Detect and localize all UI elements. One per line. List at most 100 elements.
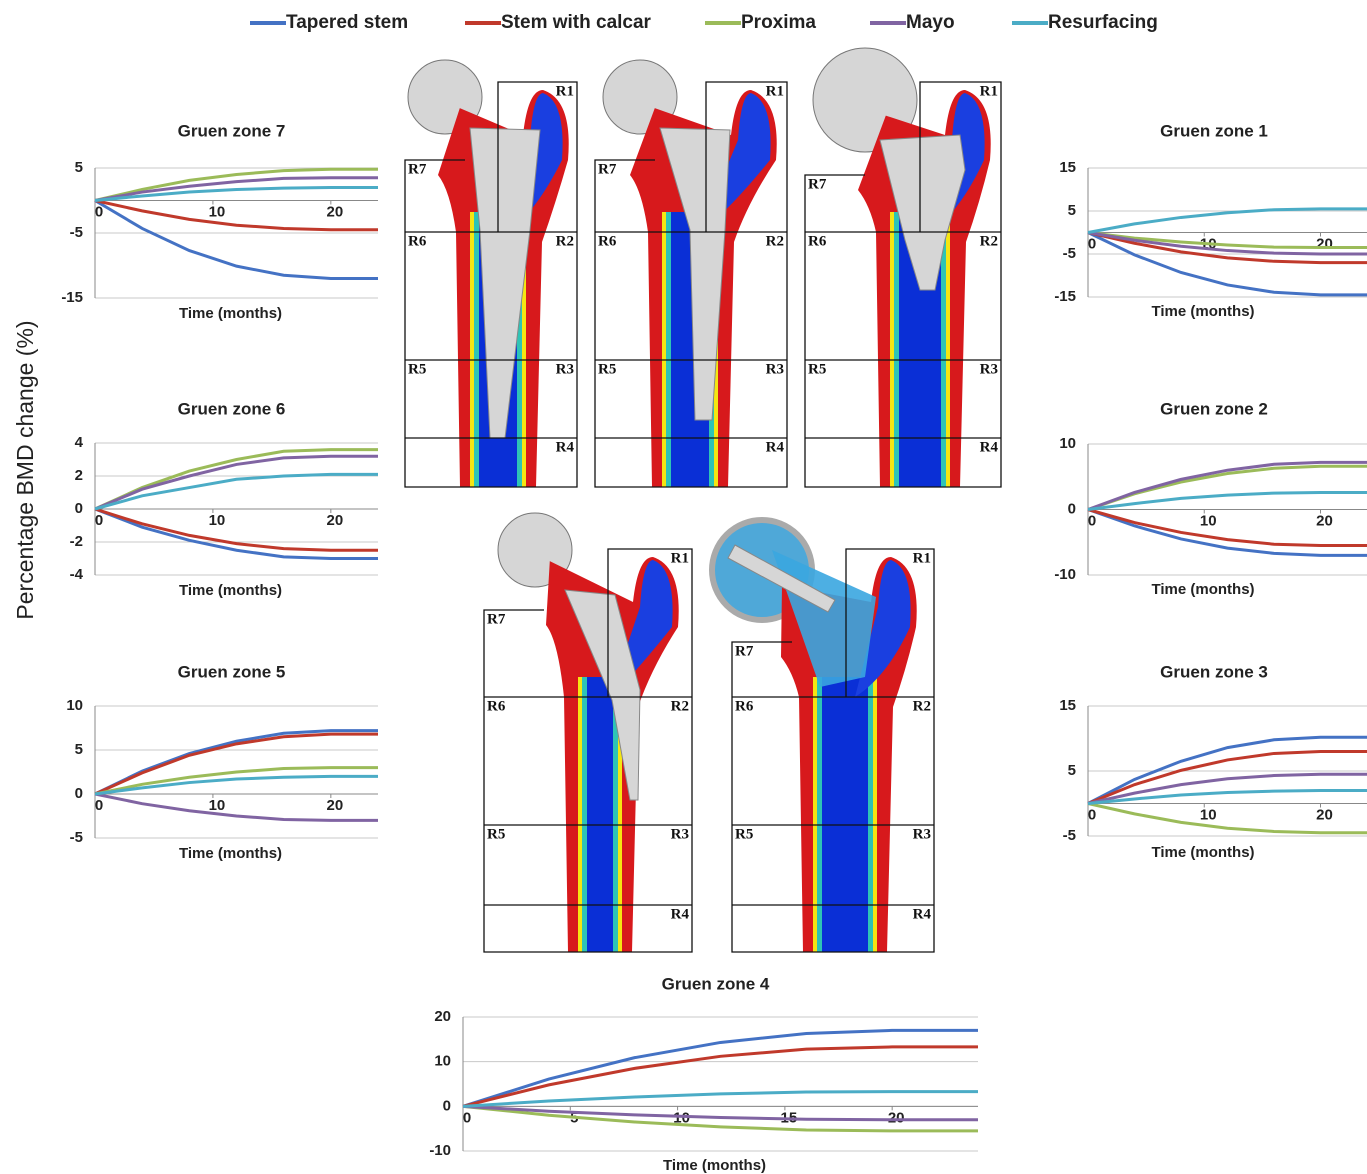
x-tick-label: 20 — [1316, 235, 1333, 252]
y-tick-label: -15 — [1054, 288, 1076, 305]
region-label: R2 — [766, 233, 784, 249]
femur-model: R1R2R3R4R5R6R7 — [484, 513, 692, 952]
chart-title: Gruen zone 5 — [178, 662, 286, 681]
y-axis-label: Percentage BMD change (%) — [12, 320, 38, 619]
y-tick-label: 15 — [1059, 159, 1076, 176]
region-label: R5 — [408, 361, 426, 377]
region-label: R1 — [556, 83, 574, 99]
y-tick-label: 10 — [66, 697, 83, 714]
chart-title: Gruen zone 7 — [178, 121, 286, 140]
x-tick-label: 0 — [1088, 512, 1096, 529]
x-axis-label: Time (months) — [1151, 303, 1254, 320]
series-line — [95, 456, 378, 509]
region-label: R7 — [487, 611, 506, 627]
y-tick-label: -5 — [1063, 245, 1076, 262]
x-tick-label: 0 — [95, 797, 103, 814]
region-label: R7 — [598, 161, 617, 177]
legend-label: Proxima — [741, 12, 816, 33]
series-line — [95, 768, 378, 794]
x-tick-label: 20 — [1316, 512, 1333, 529]
x-tick-label: 10 — [1200, 806, 1217, 823]
region-label: R6 — [408, 233, 427, 249]
x-axis-label: Time (months) — [663, 1157, 766, 1174]
x-tick-label: 10 — [209, 203, 226, 220]
y-tick-label: -2 — [70, 533, 83, 550]
region-label: R6 — [735, 698, 754, 714]
x-axis-label: Time (months) — [179, 305, 282, 322]
bone-marrow — [587, 677, 613, 952]
region-label: R4 — [671, 906, 690, 922]
y-tick-label: 10 — [1059, 435, 1076, 452]
x-tick-label: 20 — [326, 512, 343, 529]
y-tick-label: 0 — [443, 1097, 451, 1114]
series-line — [1088, 209, 1367, 233]
region-label: R6 — [808, 233, 827, 249]
x-tick-label: 20 — [326, 203, 343, 220]
x-tick-label: 20 — [1316, 806, 1333, 823]
y-tick-label: 5 — [75, 159, 83, 176]
y-tick-label: -10 — [429, 1142, 451, 1159]
legend-label: Stem with calcar — [501, 12, 652, 33]
region-label: R1 — [671, 550, 689, 566]
y-tick-label: -15 — [61, 289, 83, 306]
x-axis-label: Time (months) — [179, 845, 282, 862]
region-label: R7 — [735, 643, 754, 659]
y-tick-label: 0 — [1068, 500, 1076, 517]
y-tick-label: 5 — [75, 741, 83, 758]
region-label: R5 — [735, 826, 753, 842]
series-line — [463, 1047, 978, 1106]
x-tick-label: 10 — [1200, 512, 1217, 529]
series-line — [1088, 462, 1367, 509]
region-label: R6 — [598, 233, 617, 249]
region-label: R2 — [913, 698, 931, 714]
region-label: R1 — [766, 83, 784, 99]
x-axis-label: Time (months) — [1151, 581, 1254, 598]
region-label: R4 — [980, 439, 999, 455]
region-label: R5 — [487, 826, 505, 842]
chart-title: Gruen zone 4 — [662, 974, 770, 993]
x-tick-label: 10 — [209, 512, 226, 529]
legend-label: Resurfacing — [1048, 12, 1158, 33]
region-label: R3 — [556, 361, 574, 377]
x-tick-label: 10 — [209, 797, 226, 814]
x-tick-label: 20 — [326, 797, 343, 814]
femur-model: R1 R2 R3 R4 R5 R6 R7 — [595, 60, 787, 487]
y-tick-label: -5 — [1063, 827, 1076, 844]
region-label: R4 — [913, 906, 932, 922]
figure: Percentage BMD change (%) Tapered stem St… — [0, 0, 1367, 1174]
y-tick-label: 2 — [75, 467, 83, 484]
legend-label: Tapered stem — [286, 12, 408, 33]
region-label: R1 — [980, 83, 998, 99]
series-line — [1088, 791, 1367, 804]
y-tick-label: 5 — [1068, 202, 1076, 219]
y-tick-label: 0 — [75, 500, 83, 517]
x-tick-label: 20 — [888, 1109, 905, 1126]
region-label: R5 — [808, 361, 826, 377]
y-tick-label: -5 — [70, 829, 83, 846]
x-tick-label: 0 — [95, 512, 103, 529]
region-label: R2 — [671, 698, 689, 714]
region-label: R5 — [598, 361, 616, 377]
y-tick-label: 4 — [75, 434, 84, 451]
region-label: R2 — [556, 233, 574, 249]
y-tick-label: -10 — [1054, 566, 1076, 583]
y-tick-label: 0 — [75, 785, 83, 802]
region-label: R4 — [556, 439, 575, 455]
region-label: R2 — [980, 233, 998, 249]
x-tick-label: 0 — [463, 1109, 471, 1126]
legend-label: Mayo — [906, 12, 955, 33]
x-axis-label: Time (months) — [179, 582, 282, 599]
region-label: R3 — [766, 361, 784, 377]
region-label: R3 — [671, 826, 689, 842]
region-label: R4 — [766, 439, 785, 455]
chart-title: Gruen zone 2 — [1160, 399, 1268, 418]
y-tick-label: 10 — [434, 1053, 451, 1070]
region-label: R7 — [808, 176, 827, 192]
femur-model: R1R2R3R4R5R6R7 — [712, 520, 934, 952]
x-tick-label: 0 — [1088, 806, 1096, 823]
x-tick-label: 0 — [1088, 235, 1096, 252]
y-tick-label: 5 — [1068, 762, 1076, 779]
y-tick-label: 20 — [434, 1008, 451, 1025]
